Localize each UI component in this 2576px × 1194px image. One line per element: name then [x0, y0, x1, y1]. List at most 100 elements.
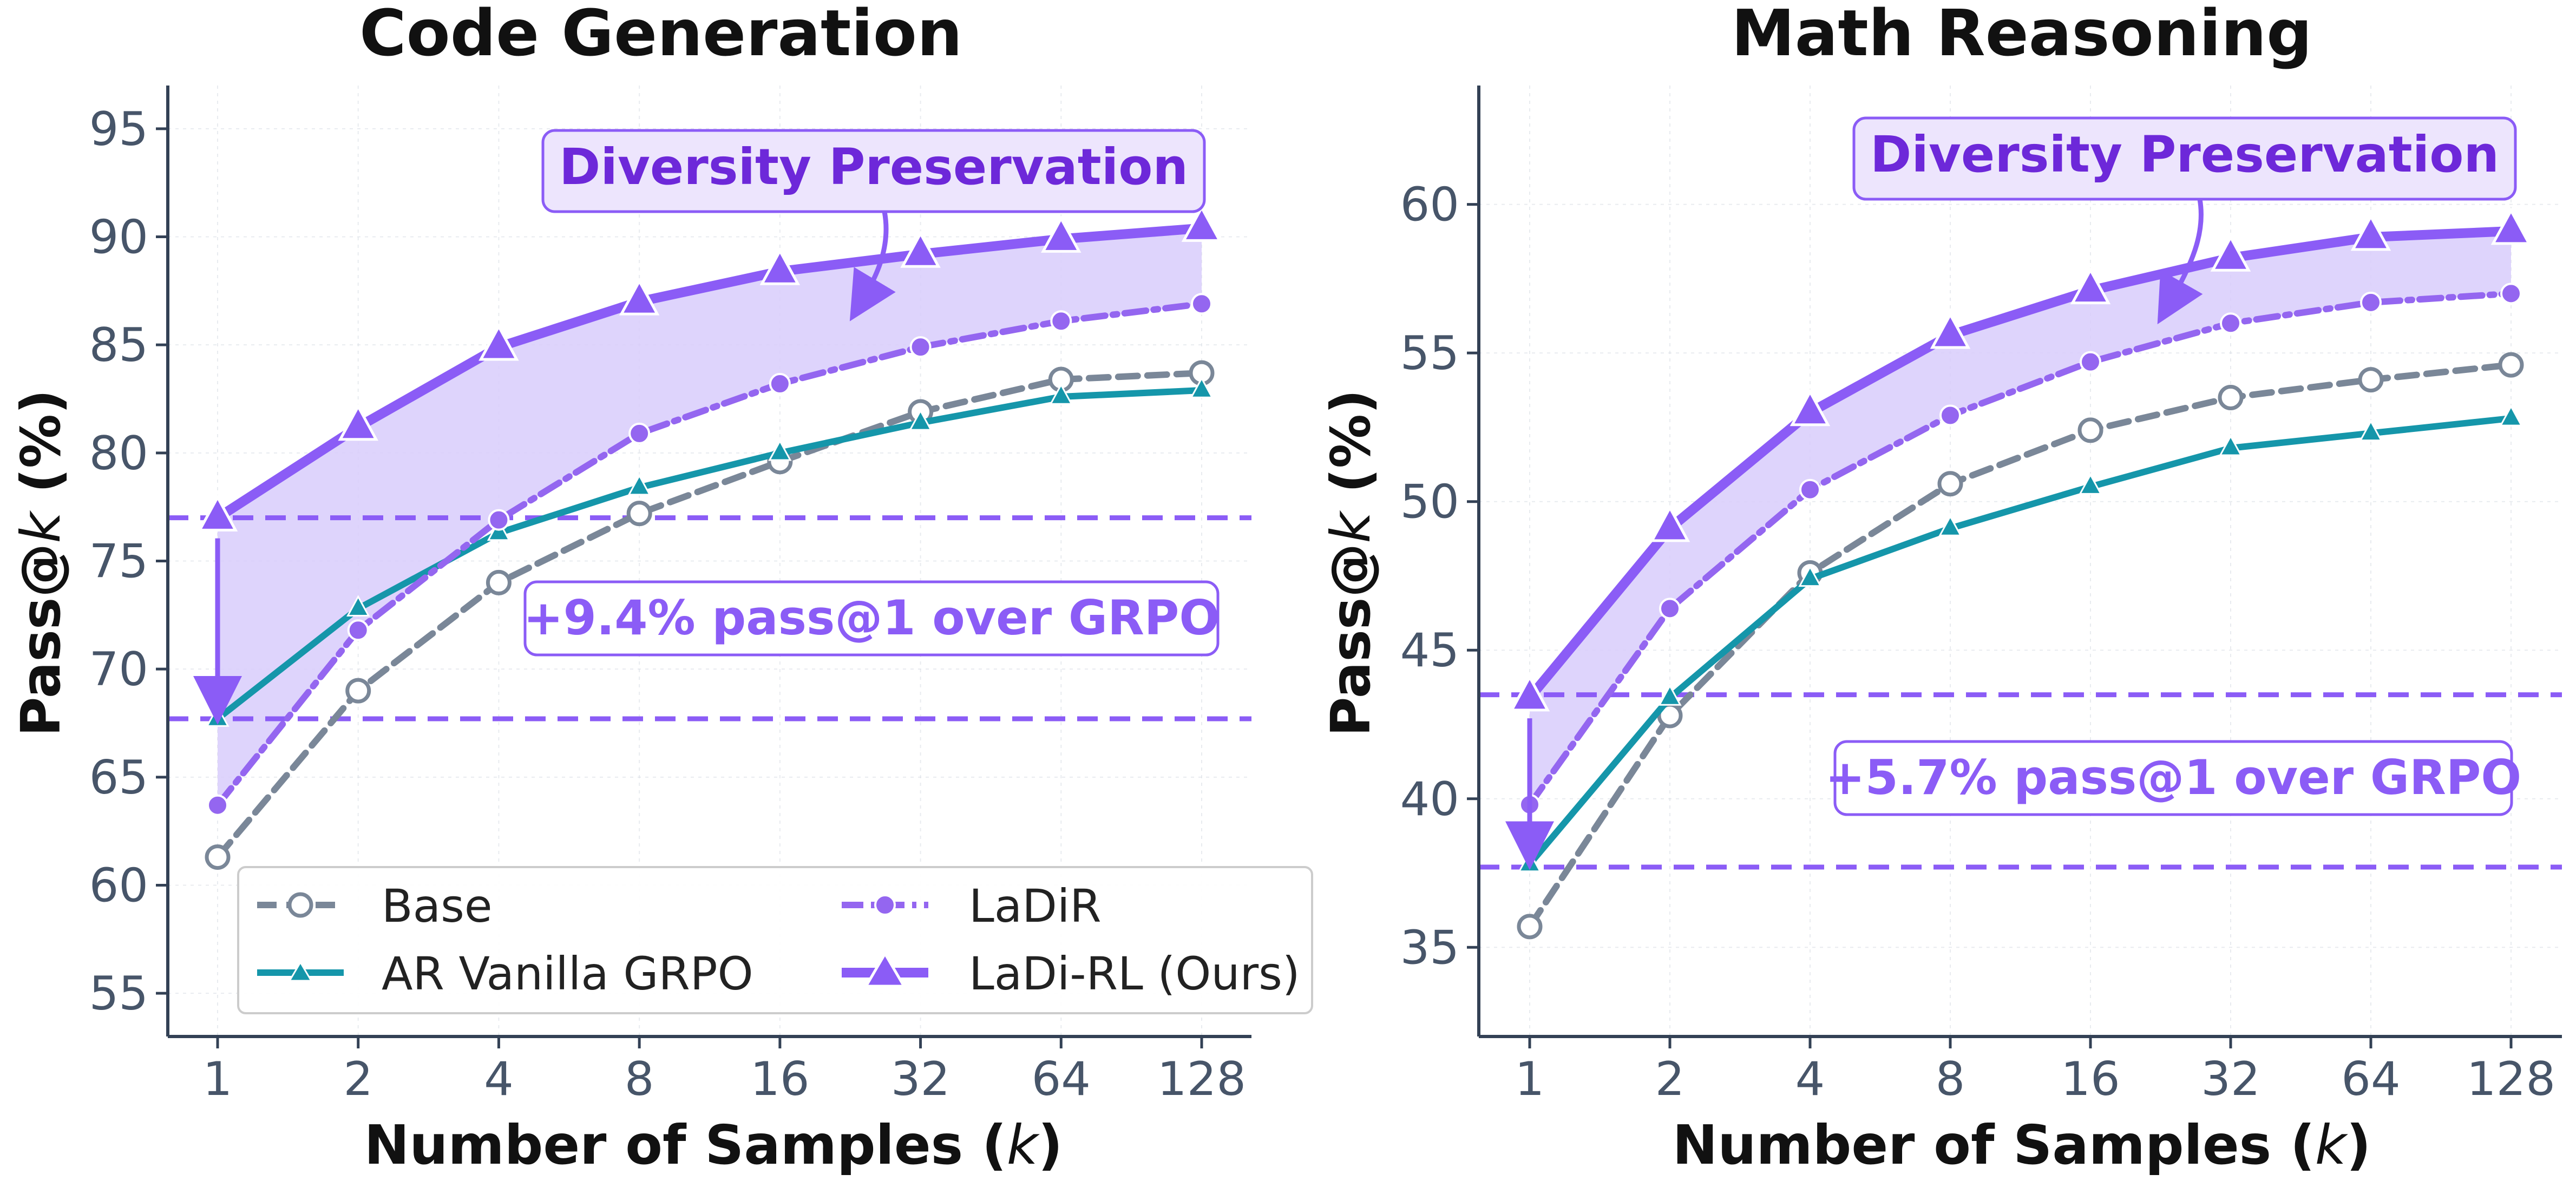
point-grpo [1658, 684, 1682, 706]
y-axis-label-text: Pass@ [1319, 543, 1382, 737]
x-tick-label: 4 [484, 1052, 514, 1106]
x-tick-label: 1 [1515, 1052, 1545, 1106]
point-ladirl [1930, 311, 1971, 349]
annotation-box [541, 129, 1206, 213]
point-grpo [2079, 473, 2102, 495]
tick-labels: 35 40 45 50 55 60 1 2 4 8 16 32 64 128 [1400, 178, 2556, 1106]
series-line-ladir [1526, 290, 2514, 808]
y-axis-label: Pass@k (%) [9, 389, 73, 736]
x-tick-label: 64 [1032, 1052, 1091, 1106]
gain-box [1833, 740, 2513, 816]
tick-labels: 55 60 65 70 75 80 85 90 95 1 2 4 8 16 32 64 128 [89, 102, 1247, 1106]
legend-label-ladirl: LaDi-RL (Ours) [969, 947, 1300, 1000]
legend-marker-base [287, 892, 313, 918]
point-base [486, 569, 512, 595]
x-tick-label: 4 [1795, 1052, 1825, 1106]
y-tick-label: 95 [89, 102, 148, 156]
x-axis-label-close: ) [1038, 1113, 1063, 1177]
point-ladirl [2350, 213, 2391, 251]
point-ladir [347, 619, 369, 641]
legend-label-ladir: LaDiR [969, 880, 1102, 933]
series-line-grpo [214, 387, 1205, 723]
legend-item-base: Base [257, 880, 493, 933]
point-ladir [1191, 293, 1212, 315]
series-group [1509, 207, 2532, 940]
y-axis-label: Pass@k (%) [1319, 389, 1382, 736]
shaded-region [1530, 231, 2511, 805]
point-base [2498, 352, 2524, 378]
point-ladir [1659, 598, 1681, 620]
point-ladirl [197, 494, 238, 532]
x-tick-label: 2 [1655, 1052, 1685, 1106]
point-ladir [2360, 291, 2382, 313]
point-ladirl [338, 403, 378, 441]
point-ladirl [1181, 205, 1222, 242]
point-ladir [2500, 283, 2522, 305]
annotation-arrow [2157, 199, 2204, 325]
point-grpo [346, 595, 370, 617]
y-tick-label: 60 [1400, 178, 1459, 232]
diversity-fill [1530, 231, 2511, 805]
point-base [1517, 914, 1543, 940]
point-ladir [1939, 404, 1961, 427]
legend-marker-ladirl [863, 951, 907, 988]
y-tick-label: 50 [1400, 475, 1459, 529]
legend-label-base: Base [382, 880, 493, 933]
x-tick-label: 128 [1157, 1052, 1246, 1106]
point-grpo [1049, 383, 1073, 405]
x-axis-label-text: Number of Samples ( [364, 1113, 1007, 1177]
point-ladir [628, 422, 651, 444]
point-ladirl [479, 323, 519, 361]
point-base [345, 678, 371, 704]
x-tick-label: 16 [750, 1052, 809, 1106]
point-grpo [2219, 434, 2243, 456]
y-tick-label: 70 [89, 642, 148, 697]
point-grpo [1190, 376, 1214, 398]
x-tick-label: 128 [2467, 1052, 2555, 1106]
annotation-text: Diversity Preservation [1870, 126, 2499, 183]
annotation-diversity: Diversity Preservation [1852, 116, 2517, 325]
point-grpo [1938, 514, 1962, 536]
x-tick-label: 16 [2061, 1052, 2120, 1106]
x-tick-label: 32 [891, 1052, 950, 1106]
point-ladirl [619, 278, 660, 316]
point-grpo [627, 474, 651, 496]
panel-math-reasoning: Math Reasoning Number of Samples (k) Pas… [1319, 0, 2562, 1177]
x-axis-label-close: ) [2346, 1113, 2371, 1177]
series-line-base [1526, 362, 2514, 930]
y-tick-label: 65 [89, 751, 148, 805]
annotation-box [1852, 116, 2517, 201]
y-tick-label: 85 [89, 318, 148, 372]
point-ladirl [1509, 674, 1550, 712]
y-tick-label: 60 [89, 858, 148, 913]
point-ladirl [2070, 267, 2111, 305]
point-ladir [769, 373, 791, 395]
legend-marker-ladir [874, 894, 896, 916]
x-axis-label: Number of Samples (k) [364, 1113, 1063, 1177]
y-tick-label: 55 [89, 967, 148, 1021]
point-base [205, 844, 231, 870]
y-tick-label: 80 [89, 427, 148, 481]
point-ladir [1050, 310, 1072, 332]
y-tick-label: 75 [89, 535, 148, 589]
y-axis-label-close: (%) [1319, 389, 1382, 511]
legend-label-grpo: AR Vanilla GRPO [382, 947, 753, 1000]
series-line-ladirl [1525, 226, 2516, 703]
point-ladir [909, 336, 932, 358]
axes [156, 86, 1251, 1048]
gain-box [523, 580, 1220, 657]
legend-frame [237, 866, 1313, 1014]
series-line-ladir [214, 300, 1205, 809]
legend-item-ladirl: LaDi-RL (Ours) [842, 947, 1300, 1000]
x-tick-label: 64 [2341, 1052, 2400, 1106]
y-tick-label: 90 [89, 211, 148, 265]
y-tick-label: 40 [1400, 772, 1459, 826]
point-base [1937, 471, 1963, 497]
annotation-text: Diversity Preservation [559, 138, 1188, 196]
y-axis-label-k: k [1319, 510, 1382, 543]
point-base [626, 501, 652, 527]
x-tick-label: 2 [343, 1052, 373, 1106]
point-ladirl [2210, 234, 2251, 272]
legend-marker-grpo [288, 961, 313, 982]
